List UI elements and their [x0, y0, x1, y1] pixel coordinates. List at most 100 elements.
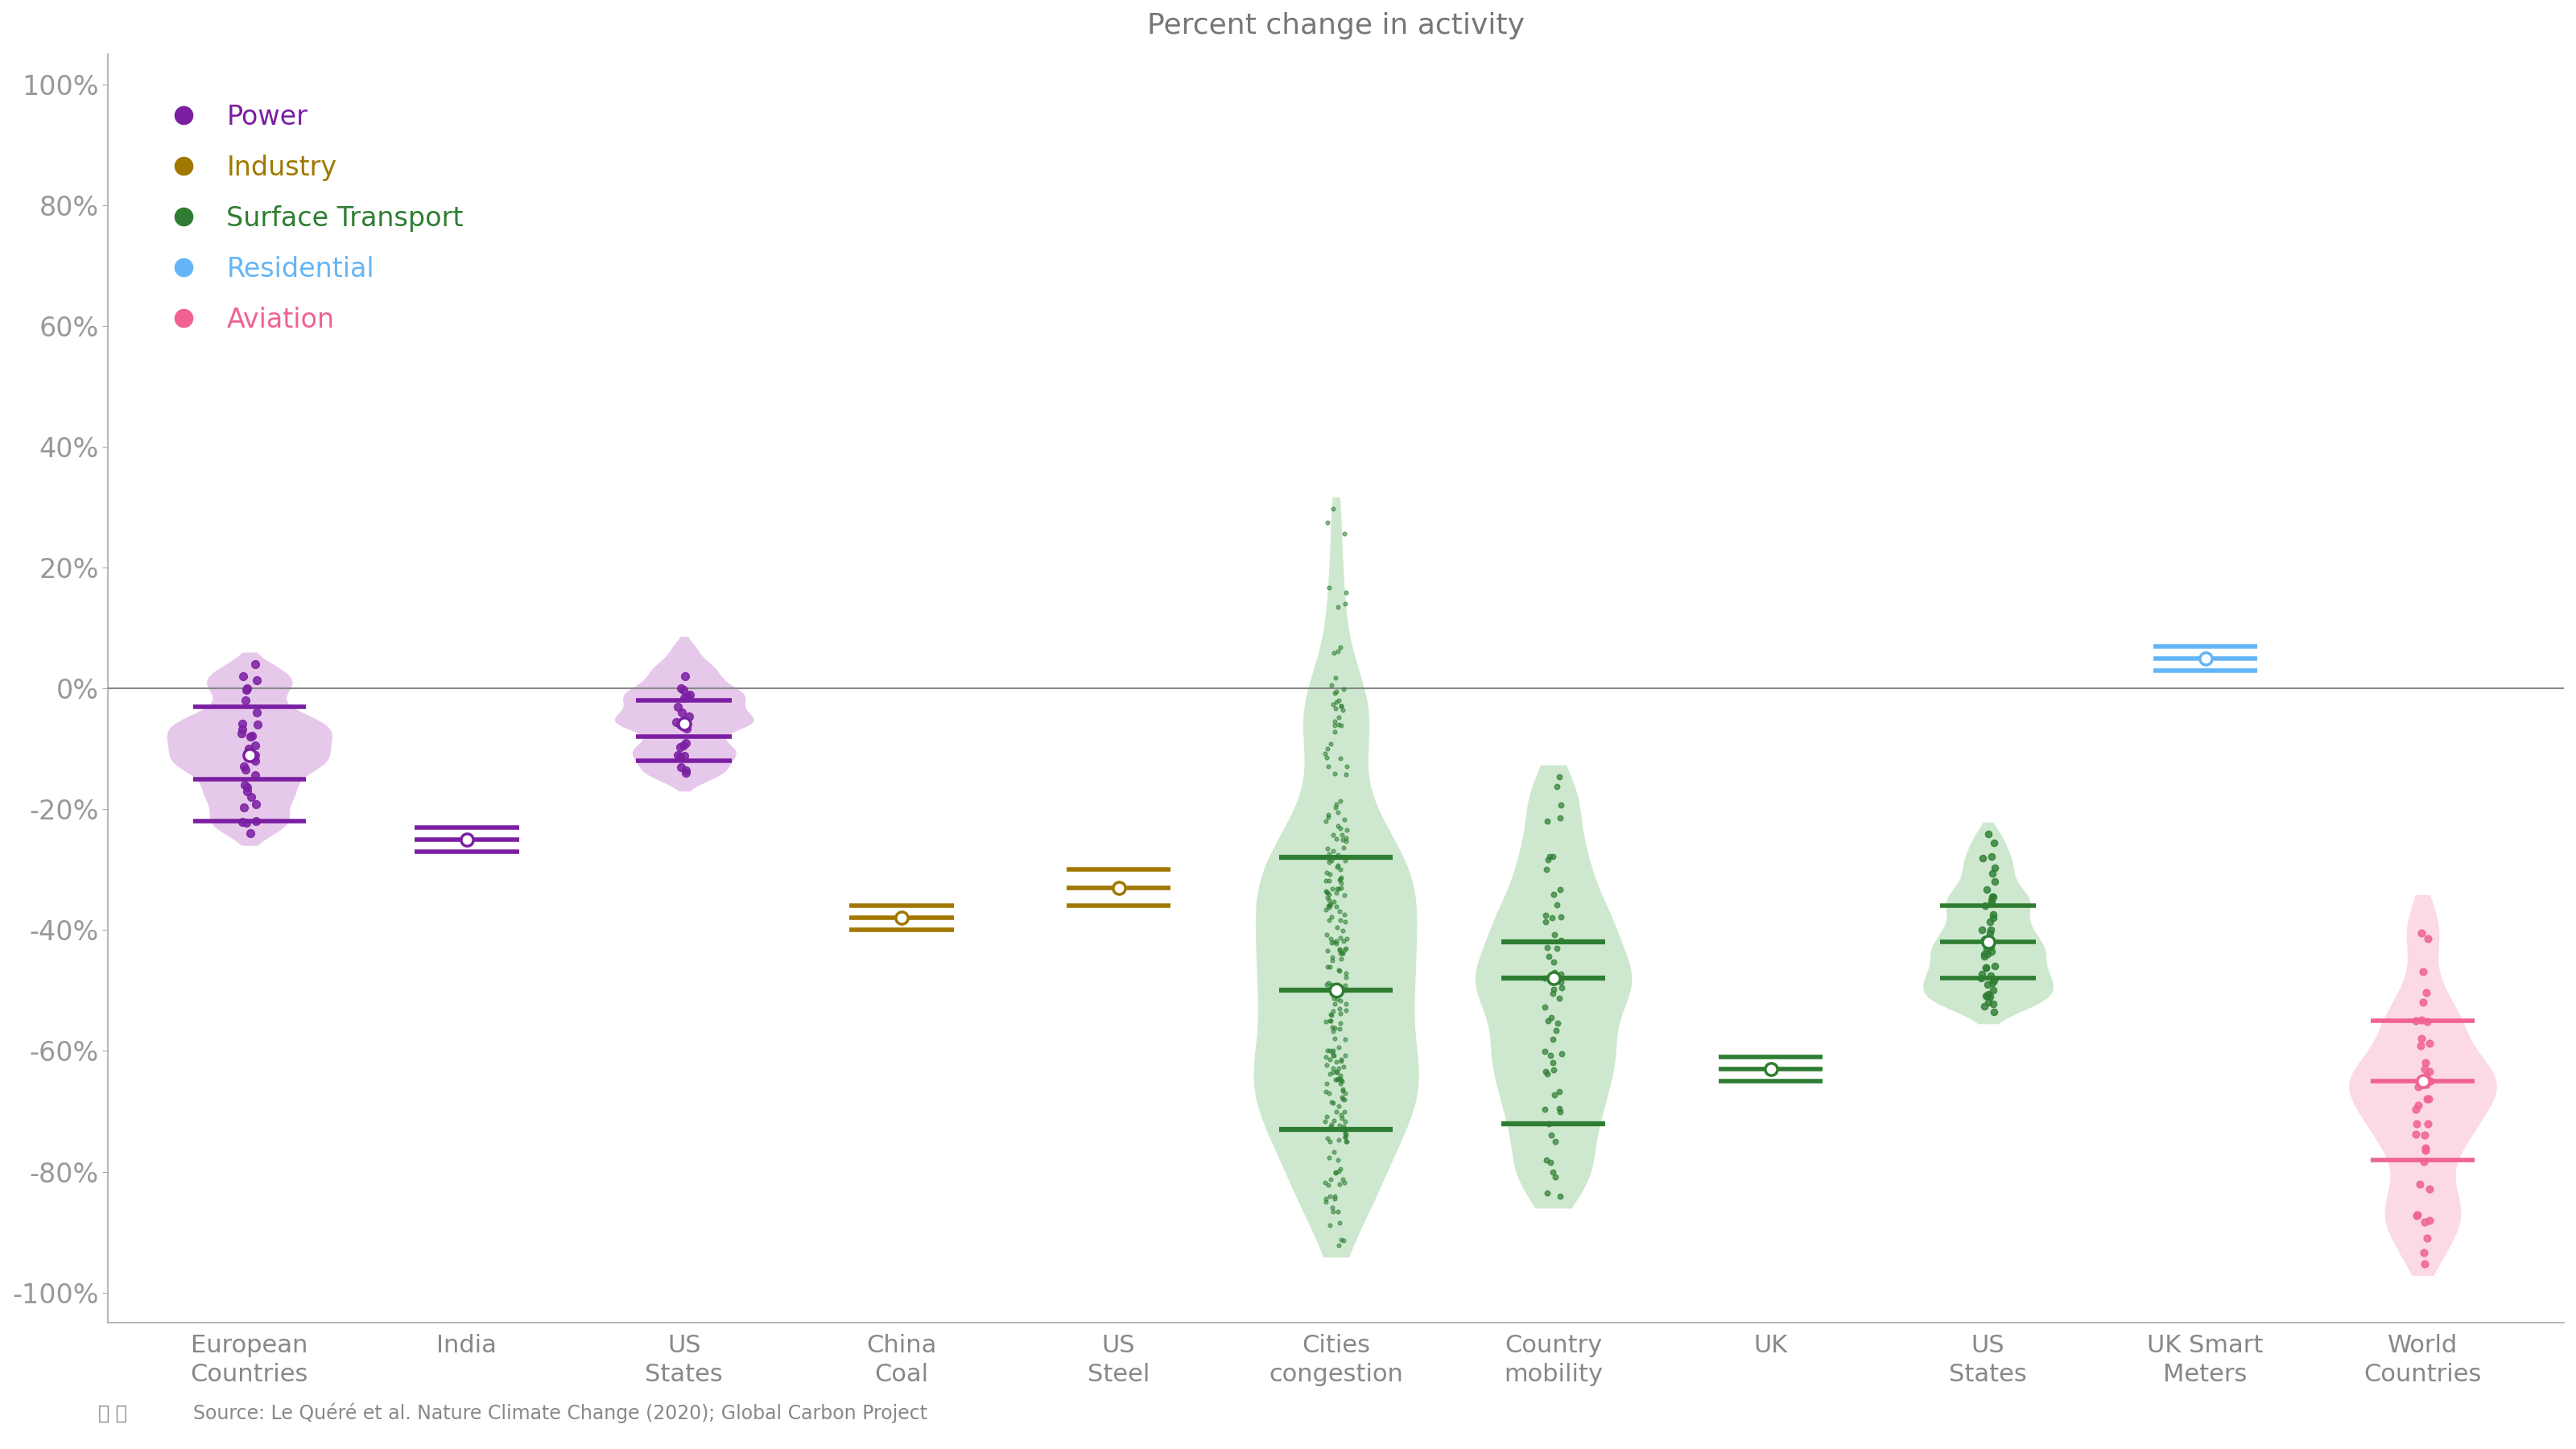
- Point: [1316, 978, 1358, 1001]
- Point: [1324, 826, 1365, 849]
- Point: [659, 736, 701, 759]
- Point: [1309, 755, 1350, 778]
- Point: [1314, 1039, 1355, 1062]
- Point: [1319, 1200, 1360, 1223]
- Point: [1314, 697, 1355, 720]
- Point: [1321, 1048, 1363, 1071]
- Point: [1533, 1058, 1574, 1081]
- Point: [1309, 978, 1350, 1001]
- Point: [1321, 827, 1363, 851]
- Point: [1314, 1140, 1355, 1164]
- Point: [1533, 951, 1574, 974]
- Point: [1314, 497, 1355, 520]
- Point: [1968, 991, 2009, 1014]
- Point: [237, 669, 278, 693]
- Point: [1324, 764, 1365, 787]
- Point: [1321, 877, 1363, 900]
- Point: [1306, 742, 1347, 765]
- Point: [229, 724, 270, 748]
- Point: [1321, 836, 1363, 859]
- Point: [1311, 839, 1352, 862]
- Point: [1316, 1061, 1358, 1084]
- Point: [1314, 1200, 1355, 1223]
- Point: [881, 907, 922, 930]
- Point: [227, 775, 268, 798]
- Point: [1973, 955, 2014, 978]
- Point: [2406, 1227, 2447, 1250]
- Point: [1533, 1052, 1574, 1075]
- Point: [227, 677, 268, 700]
- Point: [1309, 882, 1350, 906]
- Point: [1319, 1233, 1360, 1256]
- Point: [222, 665, 263, 688]
- Point: [1311, 732, 1352, 755]
- Point: [665, 745, 706, 768]
- Point: [1309, 1082, 1350, 1106]
- Point: [1316, 800, 1358, 823]
- Point: [1319, 980, 1360, 1003]
- Point: [1319, 713, 1360, 736]
- Point: [1324, 903, 1365, 926]
- Point: [1965, 936, 2007, 959]
- Point: [1971, 862, 2012, 885]
- Point: [1306, 1053, 1347, 1077]
- Point: [1306, 1072, 1347, 1095]
- Point: [1314, 987, 1355, 1010]
- Point: [1324, 910, 1365, 933]
- Point: [1309, 894, 1350, 917]
- Point: [1306, 746, 1347, 769]
- Point: [1316, 894, 1358, 917]
- Point: [1327, 1130, 1368, 1153]
- Point: [1311, 1091, 1352, 1114]
- Point: [1316, 1148, 1358, 1171]
- Point: [1314, 710, 1355, 733]
- Point: [667, 704, 708, 727]
- Point: [1973, 980, 2014, 1003]
- Point: [1324, 962, 1365, 985]
- Point: [1316, 690, 1358, 713]
- Point: [1319, 817, 1360, 840]
- Text: Source: Le Quéré et al. Nature Climate Change (2020); Global Carbon Project: Source: Le Quéré et al. Nature Climate C…: [193, 1403, 927, 1423]
- Point: [2401, 1027, 2442, 1051]
- Point: [1535, 938, 1577, 961]
- Point: [1324, 1117, 1365, 1140]
- Point: [1306, 881, 1347, 904]
- Point: [1316, 1068, 1358, 1091]
- Point: [1535, 1019, 1577, 1042]
- Point: [1319, 746, 1360, 769]
- Point: [1327, 819, 1368, 842]
- Point: [665, 665, 706, 688]
- Point: [662, 701, 703, 724]
- Point: [1327, 936, 1368, 959]
- Point: [1319, 909, 1360, 932]
- Point: [1324, 1100, 1365, 1123]
- Point: [1973, 856, 2014, 880]
- Point: [1306, 1190, 1347, 1213]
- Point: [222, 810, 263, 833]
- Point: [1324, 1119, 1365, 1142]
- Point: [1309, 955, 1350, 978]
- Point: [1311, 1016, 1352, 1039]
- Point: [2406, 981, 2447, 1004]
- Point: [1309, 575, 1350, 598]
- Point: [1306, 887, 1347, 910]
- Point: [229, 822, 270, 845]
- Point: [1314, 642, 1355, 665]
- Point: [1314, 978, 1355, 1001]
- Point: [1306, 1039, 1347, 1062]
- Point: [1311, 1056, 1352, 1080]
- Point: [2396, 1097, 2437, 1120]
- Point: [1968, 930, 2009, 953]
- Point: [1538, 765, 1579, 788]
- Point: [1309, 843, 1350, 867]
- Point: [1327, 755, 1368, 778]
- Point: [1314, 1185, 1355, 1208]
- Point: [222, 713, 263, 736]
- Title: Percent change in activity: Percent change in activity: [1146, 12, 1525, 39]
- Point: [1968, 930, 2009, 953]
- Point: [1321, 698, 1363, 722]
- Point: [1963, 942, 2004, 965]
- Point: [1311, 1113, 1352, 1136]
- Point: [1319, 596, 1360, 619]
- Point: [227, 811, 268, 835]
